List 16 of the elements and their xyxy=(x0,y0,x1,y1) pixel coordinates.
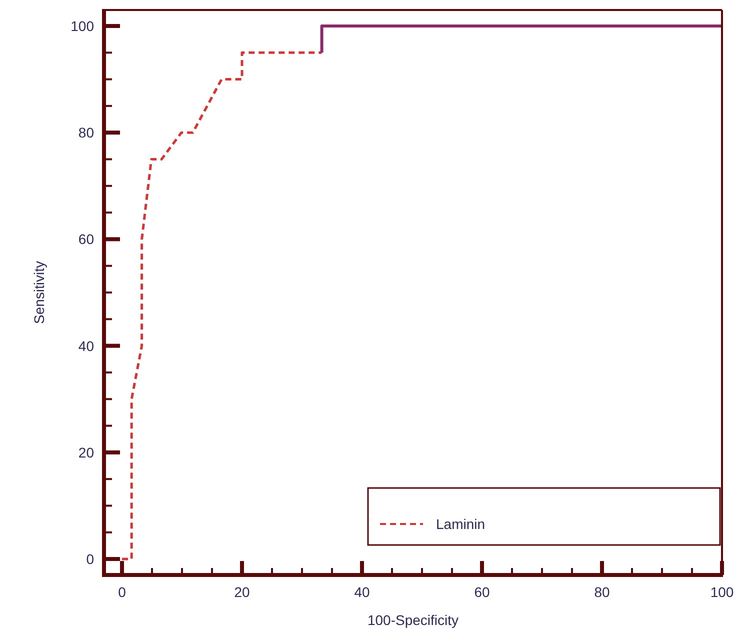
x-axis-title: 100-Specificity xyxy=(367,612,459,628)
y-tick-label: 60 xyxy=(78,231,94,248)
y-tick-label: 40 xyxy=(78,338,94,354)
legend-label: Laminin xyxy=(436,516,486,532)
y-axis-title: Sensitivity xyxy=(31,260,47,324)
x-tick-label: 60 xyxy=(474,584,490,600)
y-tick-label: 20 xyxy=(78,444,94,460)
y-tick-label: 100 xyxy=(70,18,94,34)
x-tick-label: 40 xyxy=(354,584,370,600)
x-tick-label: 0 xyxy=(118,584,126,600)
y-tick-label: 80 xyxy=(78,124,94,141)
x-tick-label: 80 xyxy=(594,584,610,600)
line-series xyxy=(120,51,324,560)
x-tick-label: 20 xyxy=(234,584,250,600)
y-tick-label: 0 xyxy=(86,551,94,568)
x-tick-label: 100 xyxy=(710,584,734,600)
